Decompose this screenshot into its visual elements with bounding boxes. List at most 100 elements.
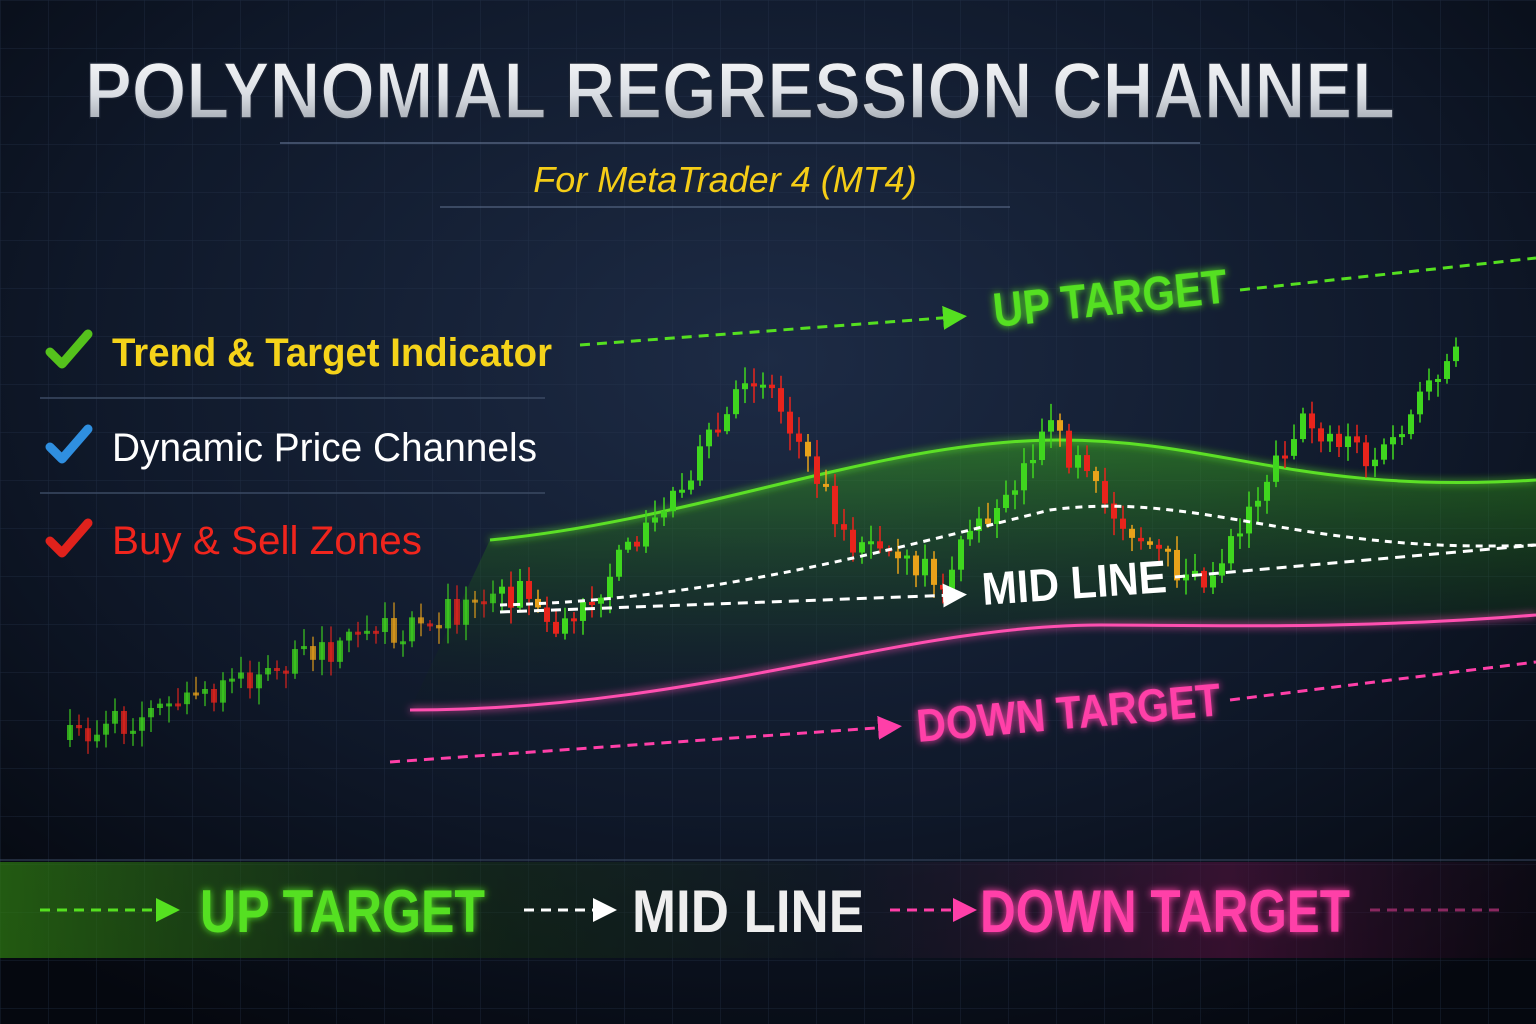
candle-body: [580, 602, 586, 621]
candle-body: [481, 601, 487, 605]
mid-arrow: [499, 583, 967, 614]
candle-body: [1003, 494, 1009, 508]
candle-body: [1417, 391, 1423, 415]
mid-line-label: MID LINE: [980, 550, 1168, 615]
candle-body: [67, 725, 73, 740]
candle-body: [283, 670, 289, 674]
candle-body: [1048, 420, 1054, 432]
candle-body: [634, 541, 640, 547]
candle-body: [1390, 437, 1396, 445]
candle-body: [1228, 536, 1234, 564]
candle-body: [1399, 434, 1405, 438]
candle-body: [742, 383, 748, 390]
candle-body: [1174, 549, 1180, 581]
candle-body: [1120, 518, 1126, 529]
candle-body: [418, 617, 424, 624]
candle-body: [409, 617, 415, 642]
candle-body: [1435, 378, 1441, 382]
candle-body: [994, 507, 1000, 524]
candle-body: [868, 541, 874, 545]
candle-body: [256, 674, 262, 689]
candle-body: [85, 728, 91, 742]
candle-body: [895, 551, 901, 559]
candle-body: [1012, 490, 1018, 495]
title: POLYNOMIAL REGRESSION CHANNEL: [85, 46, 1395, 135]
candle-body: [922, 558, 928, 576]
candle-body: [1201, 570, 1207, 588]
candle-body: [211, 689, 217, 703]
candle-body: [733, 389, 739, 415]
candle-body: [1039, 431, 1045, 460]
candle-body: [499, 586, 505, 594]
candle-body: [1021, 463, 1027, 491]
candle-body: [355, 631, 361, 635]
feature-text: Trend & Target Indicator: [112, 331, 552, 375]
legend-item: MID LINE: [632, 878, 864, 945]
candle-body: [1075, 455, 1081, 468]
candle-body: [175, 703, 181, 707]
candle-body: [373, 630, 379, 634]
candle-body: [1381, 444, 1387, 460]
candle-body: [148, 707, 154, 718]
candle-body: [670, 490, 676, 512]
candle-body: [472, 599, 478, 603]
candle-body: [850, 529, 856, 553]
candle-body: [1453, 346, 1459, 362]
candle-body: [958, 539, 964, 570]
candle-body: [166, 703, 172, 707]
candle-body: [1336, 433, 1342, 448]
candle-body: [1111, 503, 1117, 519]
candle-body: [976, 518, 982, 531]
candle-body: [715, 429, 721, 433]
candle-body: [1408, 414, 1414, 435]
candle-body: [1264, 481, 1270, 501]
candle-body: [526, 580, 532, 599]
candle-body: [1372, 459, 1378, 467]
candle-body: [247, 672, 253, 689]
candle-body: [1084, 455, 1090, 472]
candle-body: [823, 483, 829, 487]
candle-body: [391, 618, 397, 643]
candle-body: [301, 646, 307, 650]
candle-body: [751, 383, 757, 387]
candle-body: [94, 734, 100, 742]
candle-body: [859, 542, 865, 553]
candle-body: [202, 689, 208, 694]
candle-body: [688, 480, 694, 490]
candle-body: [1066, 430, 1072, 468]
candle-body: [1354, 436, 1360, 443]
candle-body: [787, 411, 793, 434]
candle-body: [805, 441, 811, 457]
legend-item: UP TARGET: [200, 878, 485, 945]
candle-body: [562, 618, 568, 634]
down-line: [1229, 660, 1536, 702]
channel-fill: [410, 440, 1536, 710]
candle-body: [490, 593, 496, 604]
candle-body: [1147, 541, 1153, 545]
candle-body: [1444, 361, 1450, 379]
candle-body: [193, 692, 199, 696]
candle-body: [1129, 528, 1135, 538]
candle-body: [841, 524, 847, 530]
candle-body: [310, 646, 316, 660]
candle-body: [679, 489, 685, 493]
candle-body: [877, 541, 883, 549]
candle-body: [130, 730, 136, 734]
candle-body: [832, 485, 838, 525]
candle-body: [1102, 481, 1108, 504]
candle-body: [796, 433, 802, 442]
candle-body: [1309, 413, 1315, 429]
candle-body: [328, 642, 334, 662]
candle-body: [220, 680, 226, 703]
candle-body: [517, 580, 523, 608]
candle-body: [625, 541, 631, 550]
candle-body: [238, 672, 244, 679]
candle-body: [157, 703, 163, 708]
check-icon: [45, 329, 93, 369]
candle-body: [1219, 563, 1225, 576]
candle-body: [445, 599, 451, 629]
candle-body: [1363, 442, 1369, 467]
candle-body: [544, 607, 550, 622]
lower-band: [409, 613, 1536, 712]
